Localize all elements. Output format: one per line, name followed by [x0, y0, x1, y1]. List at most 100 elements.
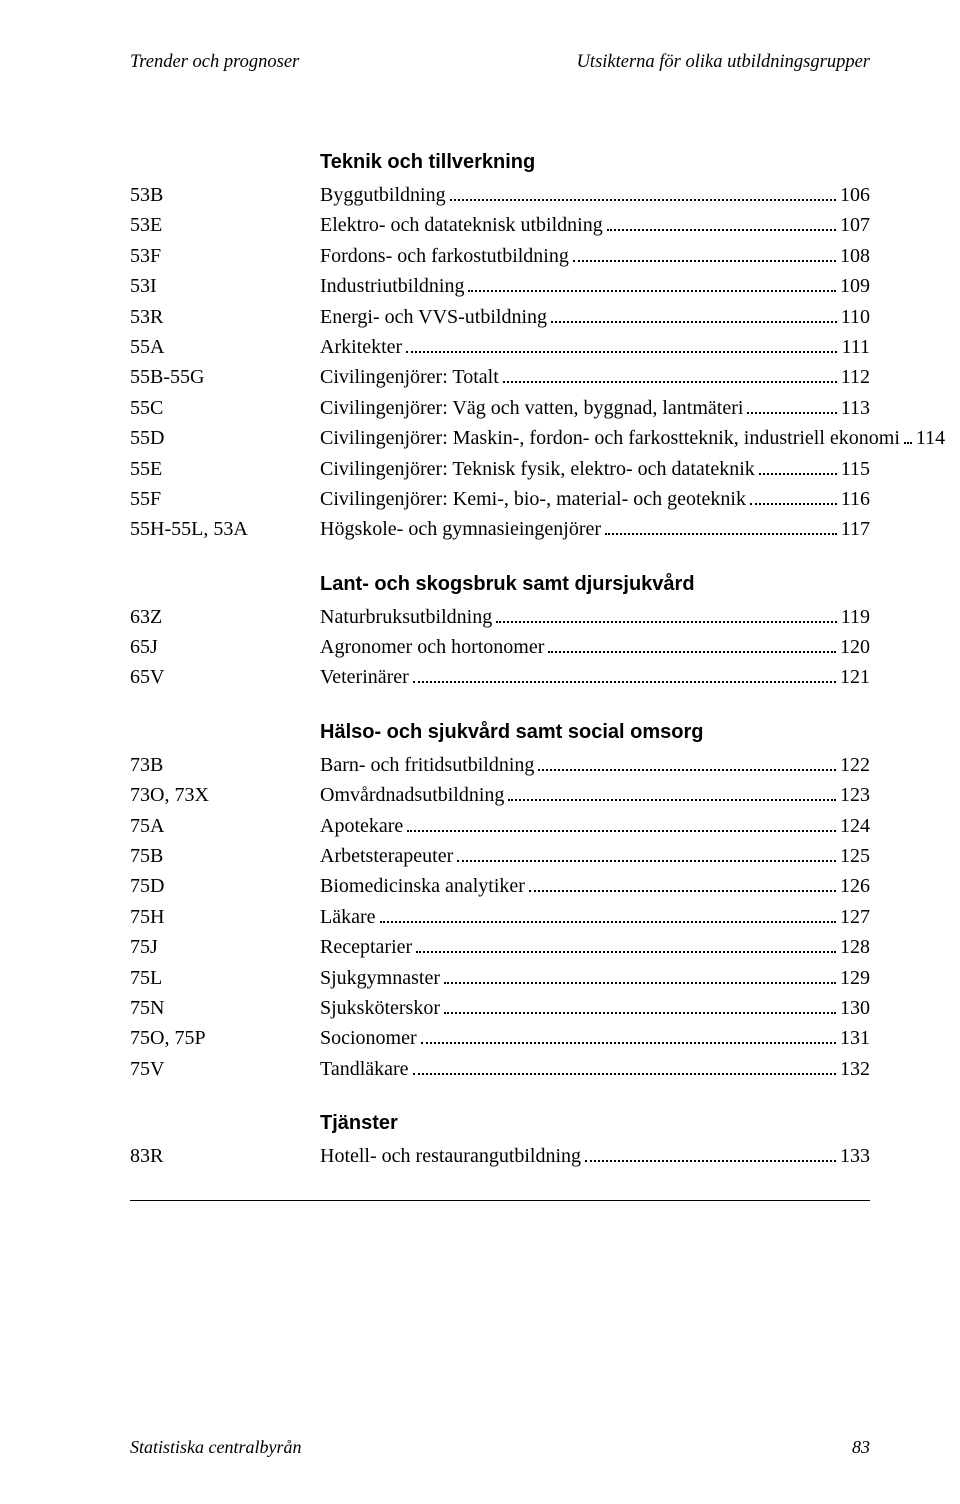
section-title: Hälso- och sjukvård samt social omsorg — [320, 721, 870, 744]
toc-code: 55B-55G — [130, 362, 320, 392]
toc-page: 110 — [841, 302, 870, 332]
toc-entry: Socionomer131 — [320, 1023, 870, 1053]
toc-label: Barn- och fritidsutbildning — [320, 750, 534, 780]
toc-row: 75BArbetsterapeuter125 — [130, 841, 870, 871]
toc-label: Civilingenjörer: Väg och vatten, byggnad… — [320, 393, 743, 423]
toc-code: 75V — [130, 1054, 320, 1084]
toc-row: 55CCivilingenjörer: Väg och vatten, bygg… — [130, 393, 870, 423]
toc-label: Agronomer och hortonomer — [320, 632, 544, 662]
footer-publisher: Statistiska centralbyrån — [130, 1437, 301, 1458]
toc-page: 122 — [840, 750, 870, 780]
toc-row: 75JReceptarier128 — [130, 932, 870, 962]
toc-label: Veterinärer — [320, 662, 409, 692]
toc-row: 75AApotekare124 — [130, 811, 870, 841]
page: Trender och prognoser Utsikterna för oli… — [0, 0, 960, 1504]
toc-row: 53IIndustriutbildning109 — [130, 271, 870, 301]
toc-entry: Omvårdnadsutbildning123 — [320, 780, 870, 810]
toc-label: Fordons- och farkostutbildning — [320, 241, 569, 271]
toc-entry: Agronomer och hortonomer 120 — [320, 632, 870, 662]
toc-entry: Arbetsterapeuter125 — [320, 841, 870, 871]
toc-row: 55ECivilingenjörer: Teknisk fysik, elekt… — [130, 454, 870, 484]
toc-code: 73B — [130, 750, 320, 780]
toc-entry: Civilingenjörer: Kemi-, bio-, material- … — [320, 484, 870, 514]
toc-row: 55AArkitekter111 — [130, 332, 870, 362]
toc-code: 55D — [130, 423, 320, 453]
toc-entry: Energi- och VVS-utbildning110 — [320, 302, 870, 332]
toc-section: Lant- och skogsbruk samt djursjukvård63Z… — [130, 573, 870, 693]
toc-row: 55B-55GCivilingenjörer: Totalt112 — [130, 362, 870, 392]
toc-row: 75HLäkare127 — [130, 902, 870, 932]
toc-code: 63Z — [130, 602, 320, 632]
toc-page: 117 — [841, 514, 870, 544]
toc-entry: Sjuksköterskor130 — [320, 993, 870, 1023]
leader-dots — [759, 459, 837, 475]
toc-page: 113 — [841, 393, 870, 423]
toc-entry: Apotekare 124 — [320, 811, 870, 841]
toc-entry: Naturbruksutbildning 119 — [320, 602, 870, 632]
toc-entry: Hotell- och restaurangutbildning133 — [320, 1141, 870, 1171]
toc-code: 65V — [130, 662, 320, 692]
toc-entry: Industriutbildning109 — [320, 271, 870, 301]
toc-label: Apotekare — [320, 811, 403, 841]
toc-entry: Elektro- och datateknisk utbildning107 — [320, 210, 870, 240]
toc-code: 75L — [130, 963, 320, 993]
toc-page: 128 — [840, 932, 870, 962]
toc-code: 53E — [130, 210, 320, 240]
toc-code: 55C — [130, 393, 320, 423]
toc-row: 75DBiomedicinska analytiker126 — [130, 871, 870, 901]
toc-code: 73O, 73X — [130, 780, 320, 810]
toc-row: 83RHotell- och restaurangutbildning133 — [130, 1141, 870, 1171]
toc-row: 55FCivilingenjörer: Kemi-, bio-, materia… — [130, 484, 870, 514]
toc-label: Arbetsterapeuter — [320, 841, 453, 871]
toc-label: Läkare — [320, 902, 376, 932]
leader-dots — [421, 1028, 836, 1044]
toc-code: 53I — [130, 271, 320, 301]
running-head-left: Trender och prognoser — [130, 52, 299, 73]
toc-entry: Civilingenjörer: Teknisk fysik, elektro-… — [320, 454, 870, 484]
toc-label: Sjuksköterskor — [320, 993, 440, 1023]
toc-page: 119 — [841, 602, 870, 632]
toc-entry: Byggutbildning106 — [320, 180, 870, 210]
toc-entry: Sjukgymnaster 129 — [320, 963, 870, 993]
toc-label: Tandläkare — [320, 1054, 409, 1084]
toc-row: 55DCivilingenjörer: Maskin-, fordon- och… — [130, 423, 870, 453]
toc-label: Naturbruksutbildning — [320, 602, 492, 632]
toc-section: Hälso- och sjukvård samt social omsorg73… — [130, 721, 870, 1084]
toc-page: 120 — [840, 632, 870, 662]
leader-dots — [496, 607, 837, 623]
leader-dots — [457, 846, 836, 862]
leader-dots — [585, 1146, 836, 1162]
toc-label: Biomedicinska analytiker — [320, 871, 525, 901]
toc-page: 131 — [840, 1023, 870, 1053]
toc-label: Civilingenjörer: Kemi-, bio-, material- … — [320, 484, 746, 514]
toc-code: 53F — [130, 241, 320, 271]
toc-entry: Civilingenjörer: Väg och vatten, byggnad… — [320, 393, 870, 423]
toc-page: 124 — [840, 811, 870, 841]
toc-page: 111 — [841, 332, 870, 362]
leader-dots — [750, 489, 837, 505]
toc-row: 53EElektro- och datateknisk utbildning10… — [130, 210, 870, 240]
toc-page: 133 — [840, 1141, 870, 1171]
leader-dots — [538, 755, 836, 771]
toc-section: Teknik och tillverkning53BByggutbildning… — [130, 151, 870, 545]
toc-code: 75O, 75P — [130, 1023, 320, 1053]
toc-page: 107 — [840, 210, 870, 240]
toc-label: Sjukgymnaster — [320, 963, 440, 993]
toc-label: Civilingenjörer: Maskin-, fordon- och fa… — [320, 423, 900, 453]
toc-label: Högskole- och gymnasieingenjörer — [320, 514, 601, 544]
toc-page: 112 — [841, 362, 870, 392]
toc-label: Civilingenjörer: Teknisk fysik, elektro-… — [320, 454, 755, 484]
toc-row: 53BByggutbildning106 — [130, 180, 870, 210]
leader-dots — [607, 215, 836, 231]
toc-row: 73BBarn- och fritidsutbildning 122 — [130, 750, 870, 780]
toc-entry: Receptarier128 — [320, 932, 870, 962]
toc-entry: Läkare 127 — [320, 902, 870, 932]
toc-code: 55A — [130, 332, 320, 362]
toc-entry: Fordons- och farkostutbildning108 — [320, 241, 870, 271]
toc-entry: Arkitekter111 — [320, 332, 870, 362]
toc-page: 129 — [840, 963, 870, 993]
footer-page-number: 83 — [852, 1437, 870, 1458]
toc-page: 127 — [840, 902, 870, 932]
leader-dots — [407, 816, 836, 832]
toc-entry: Veterinärer121 — [320, 662, 870, 692]
